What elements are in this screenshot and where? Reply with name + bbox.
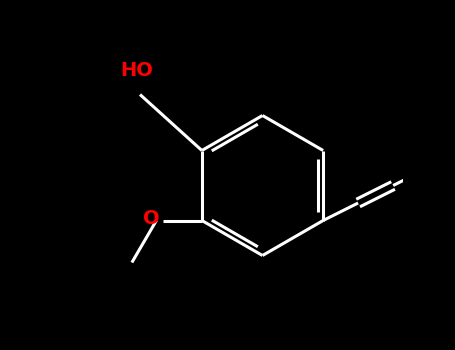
Text: HO: HO <box>120 62 153 80</box>
Text: O: O <box>143 209 160 228</box>
